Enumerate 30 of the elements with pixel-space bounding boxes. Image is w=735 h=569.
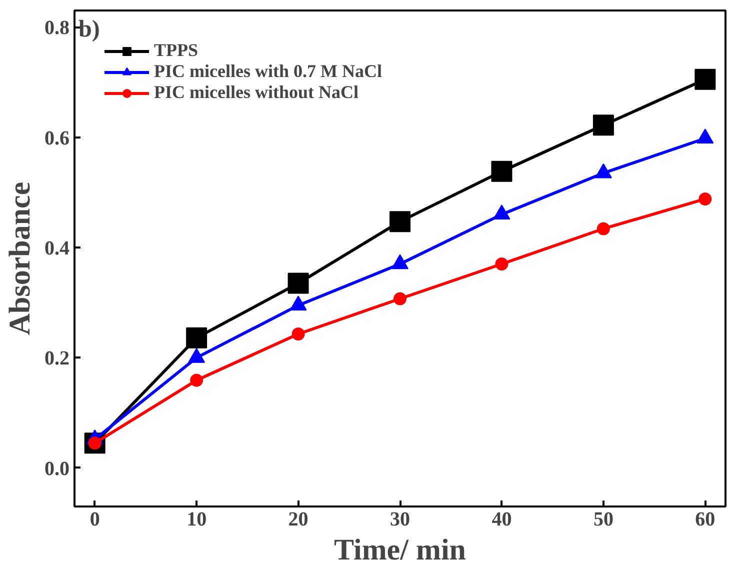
y-axis-title: Absorbance — [4, 182, 36, 336]
y-tick-label: 0.0 — [44, 458, 70, 480]
x-tick-label: 40 — [492, 508, 512, 530]
legend-label: PIC micelles with 0.7 M NaCl — [154, 61, 382, 82]
x-axis-title: Time/ min — [334, 534, 466, 566]
point — [394, 292, 406, 306]
x-tick-label: 50 — [593, 508, 614, 530]
x-tick-label: 0 — [90, 508, 100, 530]
x-tick-label: 20 — [288, 508, 308, 530]
point — [292, 328, 305, 340]
point — [694, 68, 716, 90]
point — [495, 258, 508, 270]
legend-label: PIC micelles without NaCl — [154, 82, 358, 103]
point — [596, 222, 610, 236]
legend-label: TPPS — [154, 40, 198, 61]
y-tick-label: 0.2 — [44, 348, 70, 370]
y-tick-label: 0.6 — [44, 127, 70, 150]
y-tick-label: 0.4 — [44, 237, 70, 260]
x-tick-label: 10 — [186, 508, 207, 530]
point — [186, 327, 208, 348]
x-tick-label: 60 — [695, 508, 716, 530]
point — [592, 114, 614, 136]
point — [190, 374, 204, 387]
point — [698, 192, 712, 206]
point — [288, 272, 309, 294]
point — [491, 160, 512, 182]
point — [390, 211, 410, 232]
annotation: b) — [78, 16, 100, 42]
x-tick-label: 30 — [390, 508, 410, 530]
y-tick-label: 0.8 — [44, 17, 70, 40]
